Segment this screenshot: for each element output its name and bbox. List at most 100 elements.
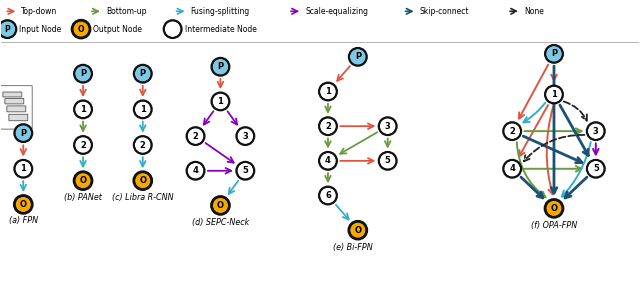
Circle shape [15, 161, 31, 177]
Circle shape [504, 123, 520, 139]
Circle shape [135, 102, 150, 117]
Text: 1: 1 [140, 105, 146, 114]
Text: 5: 5 [593, 164, 599, 173]
Circle shape [319, 117, 337, 135]
Circle shape [73, 21, 89, 37]
Circle shape [320, 188, 336, 203]
Circle shape [546, 87, 562, 102]
Circle shape [379, 152, 397, 170]
Text: 4: 4 [193, 166, 198, 175]
Circle shape [14, 124, 32, 142]
Text: Scale-equalizing: Scale-equalizing [305, 7, 368, 16]
Text: O: O [140, 176, 147, 185]
Circle shape [237, 128, 253, 144]
Text: 5: 5 [385, 156, 390, 165]
Circle shape [134, 100, 152, 118]
Text: None: None [524, 7, 544, 16]
Circle shape [188, 128, 204, 144]
Circle shape [545, 86, 563, 103]
Text: 2: 2 [140, 141, 146, 150]
Circle shape [74, 136, 92, 154]
Circle shape [212, 94, 228, 109]
Text: 1: 1 [218, 97, 223, 106]
Text: P: P [20, 129, 26, 138]
Text: (b) PANet: (b) PANet [64, 194, 102, 203]
Circle shape [319, 152, 337, 170]
Circle shape [380, 153, 396, 169]
Text: O: O [550, 204, 557, 213]
Text: Fusing-splitting: Fusing-splitting [191, 7, 250, 16]
Circle shape [545, 199, 563, 217]
Text: 6: 6 [325, 191, 331, 200]
Text: (f) OPA-FPN: (f) OPA-FPN [531, 221, 577, 230]
Circle shape [75, 173, 91, 189]
Circle shape [15, 125, 31, 141]
Circle shape [14, 160, 32, 178]
Circle shape [350, 49, 365, 65]
Text: 5: 5 [243, 166, 248, 175]
Circle shape [236, 162, 254, 180]
Text: O: O [355, 226, 362, 235]
Text: 4: 4 [325, 156, 331, 165]
Text: 3: 3 [243, 132, 248, 141]
Circle shape [211, 93, 229, 110]
Circle shape [319, 83, 337, 100]
Circle shape [187, 162, 205, 180]
Text: 4: 4 [509, 164, 515, 173]
Text: (a) FPN: (a) FPN [9, 216, 38, 225]
Text: 2: 2 [80, 141, 86, 150]
Circle shape [14, 196, 32, 213]
Circle shape [320, 153, 336, 169]
Circle shape [546, 200, 562, 216]
Circle shape [588, 123, 604, 139]
Circle shape [320, 118, 336, 134]
Text: O: O [78, 25, 84, 34]
Circle shape [504, 161, 520, 177]
Circle shape [236, 127, 254, 145]
Text: (c) Libra R-CNN: (c) Libra R-CNN [112, 194, 173, 203]
FancyBboxPatch shape [3, 92, 22, 97]
Text: P: P [80, 69, 86, 78]
Text: 2: 2 [325, 122, 331, 131]
Circle shape [587, 160, 605, 178]
Circle shape [379, 117, 397, 135]
Text: O: O [217, 201, 224, 210]
Circle shape [134, 65, 152, 83]
Circle shape [164, 21, 180, 37]
Circle shape [212, 59, 228, 74]
Circle shape [188, 163, 204, 179]
Text: 1: 1 [20, 164, 26, 173]
Text: 2: 2 [193, 132, 198, 141]
Circle shape [135, 66, 150, 81]
Circle shape [134, 172, 152, 189]
Circle shape [75, 137, 91, 153]
Text: O: O [20, 200, 27, 209]
Text: P: P [355, 52, 361, 61]
Text: 2: 2 [509, 127, 515, 136]
Circle shape [380, 118, 396, 134]
Circle shape [15, 197, 31, 212]
Text: Bottom-up: Bottom-up [106, 7, 147, 16]
Text: (d) SEPC-Neck: (d) SEPC-Neck [192, 218, 249, 227]
Text: 1: 1 [551, 90, 557, 99]
Text: 1: 1 [80, 105, 86, 114]
Text: P: P [551, 49, 557, 58]
Circle shape [320, 84, 336, 99]
Circle shape [74, 65, 92, 83]
Circle shape [545, 45, 563, 63]
Text: Top-down: Top-down [21, 7, 58, 16]
Text: 3: 3 [385, 122, 390, 131]
Text: Skip-connect: Skip-connect [420, 7, 469, 16]
Text: P: P [140, 69, 146, 78]
Circle shape [546, 46, 562, 62]
Circle shape [187, 127, 205, 145]
Text: Intermediate Node: Intermediate Node [184, 25, 257, 34]
Text: Input Node: Input Node [19, 25, 61, 34]
Circle shape [350, 222, 365, 238]
Circle shape [349, 48, 367, 66]
Text: 1: 1 [325, 87, 331, 96]
Circle shape [349, 221, 367, 239]
Circle shape [72, 20, 90, 38]
FancyBboxPatch shape [5, 98, 24, 104]
Circle shape [211, 196, 229, 214]
